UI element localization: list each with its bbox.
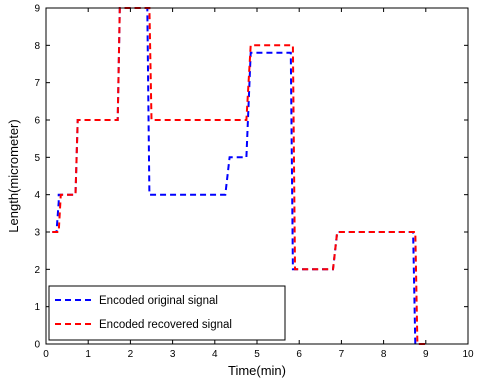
y-axis: 0 1 2 3 4 5 6 7 8 9 — [34, 4, 468, 351]
y-tick-label: 3 — [34, 228, 40, 239]
series-line-2 — [52, 7, 426, 345]
legend-entry: Encoded recovered signal — [99, 319, 232, 331]
series-line-1 — [52, 7, 426, 345]
x-tick-label: 2 — [128, 349, 134, 360]
y-tick-label: 1 — [34, 302, 40, 313]
x-tick-label: 5 — [254, 349, 260, 360]
y-tick-label: 9 — [34, 4, 40, 15]
y-tick-label: 8 — [34, 41, 40, 52]
x-tick-label: 3 — [170, 349, 176, 360]
y-tick-label: 7 — [34, 78, 40, 89]
x-tick-label: 8 — [381, 349, 387, 360]
y-tick-label: 5 — [34, 153, 40, 164]
legend: Encoded original signal Encoded recovered… — [48, 285, 286, 341]
y-tick-label: 4 — [34, 190, 40, 201]
x-tick-label: 0 — [43, 349, 49, 360]
legend-box — [48, 285, 286, 341]
y-axis-label: Length(micrometer) — [6, 119, 21, 232]
y-tick-label: 0 — [34, 340, 40, 351]
legend-entry: Encoded original signal — [99, 295, 218, 307]
x-tick-label: 9 — [423, 349, 429, 360]
x-axis-label: Time(min) — [228, 363, 286, 378]
y-tick-label: 6 — [34, 116, 40, 127]
x-tick-label: 7 — [339, 349, 345, 360]
y-tick-label: 2 — [34, 265, 40, 276]
x-tick-label: 4 — [212, 349, 218, 360]
x-tick-label: 10 — [462, 349, 474, 360]
x-tick-label: 1 — [85, 349, 91, 360]
series-layer — [52, 7, 426, 345]
x-tick-label: 6 — [296, 349, 302, 360]
x-axis: 0 1 2 3 4 5 6 7 8 9 10 — [43, 8, 474, 360]
